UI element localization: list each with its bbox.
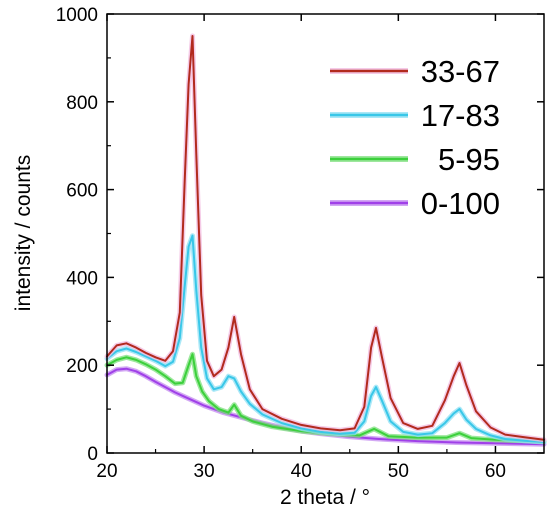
series-17-83-line [106, 234, 545, 443]
legend-label-33-67: 33-67 [421, 54, 500, 89]
series-5-95-line [106, 353, 545, 443]
x-tick-label-20: 20 [96, 461, 117, 482]
y-tick-label-200: 200 [66, 356, 98, 377]
series-33-67-line [106, 35, 545, 441]
y-tick-label-600: 600 [66, 181, 98, 202]
y-tick-label-800: 800 [66, 93, 98, 114]
y-tick-label-400: 400 [66, 268, 98, 289]
legend-label-0-100: 0-100 [421, 186, 500, 221]
y-axis-label: intensity / counts [12, 155, 35, 311]
x-tick-label-30: 30 [194, 461, 215, 482]
legend-label-17-83: 17-83 [421, 98, 500, 133]
x-tick-label-40: 40 [291, 461, 312, 482]
x-axis-label: 2 theta / ° [280, 486, 370, 509]
x-tick-label-60: 60 [485, 461, 506, 482]
legend: 33-67 17-83 5-95 0-100 [330, 54, 500, 221]
y-tick-label-0: 0 [87, 444, 98, 465]
series-layer [104, 33, 547, 447]
legend-label-5-95: 5-95 [438, 142, 500, 177]
y-tick-label-1000: 1000 [56, 5, 98, 26]
x-tick-label-50: 50 [388, 461, 409, 482]
